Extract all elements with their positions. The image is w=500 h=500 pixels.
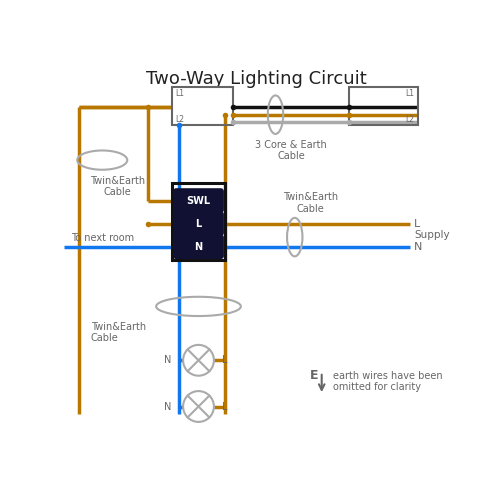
Text: N: N [164,402,172,411]
Text: Twin&Earth
Cable: Twin&Earth Cable [90,322,146,344]
Text: E: E [310,369,318,382]
Text: Twin&Earth
Cable: Twin&Earth Cable [90,176,145,197]
Text: L: L [196,218,202,228]
Text: 3 Core & Earth
Cable: 3 Core & Earth Cable [255,140,327,162]
Text: N: N [194,242,202,252]
Text: L: L [222,356,227,366]
Text: Supply: Supply [414,230,450,240]
FancyBboxPatch shape [173,188,224,213]
FancyBboxPatch shape [173,212,224,236]
Text: L1: L1 [176,89,184,98]
Bar [172,87,233,126]
Text: L1: L1 [405,89,414,98]
Text: Twin&Earth
Cable: Twin&Earth Cable [282,192,338,214]
Text: earth wires have been
omitted for clarity: earth wires have been omitted for clarit… [333,370,443,392]
Text: To next room: To next room [72,233,134,243]
FancyBboxPatch shape [173,234,224,259]
Text: N: N [414,242,422,252]
Text: SWL: SWL [186,196,210,205]
Text: L: L [414,218,420,228]
Bar [348,87,418,126]
Text: Two-Way Lighting Circuit: Two-Way Lighting Circuit [146,70,366,87]
Text: L: L [222,402,227,411]
Text: L2: L2 [405,114,414,124]
Text: N: N [164,356,172,366]
Bar [172,183,226,260]
Text: L2: L2 [176,114,184,124]
